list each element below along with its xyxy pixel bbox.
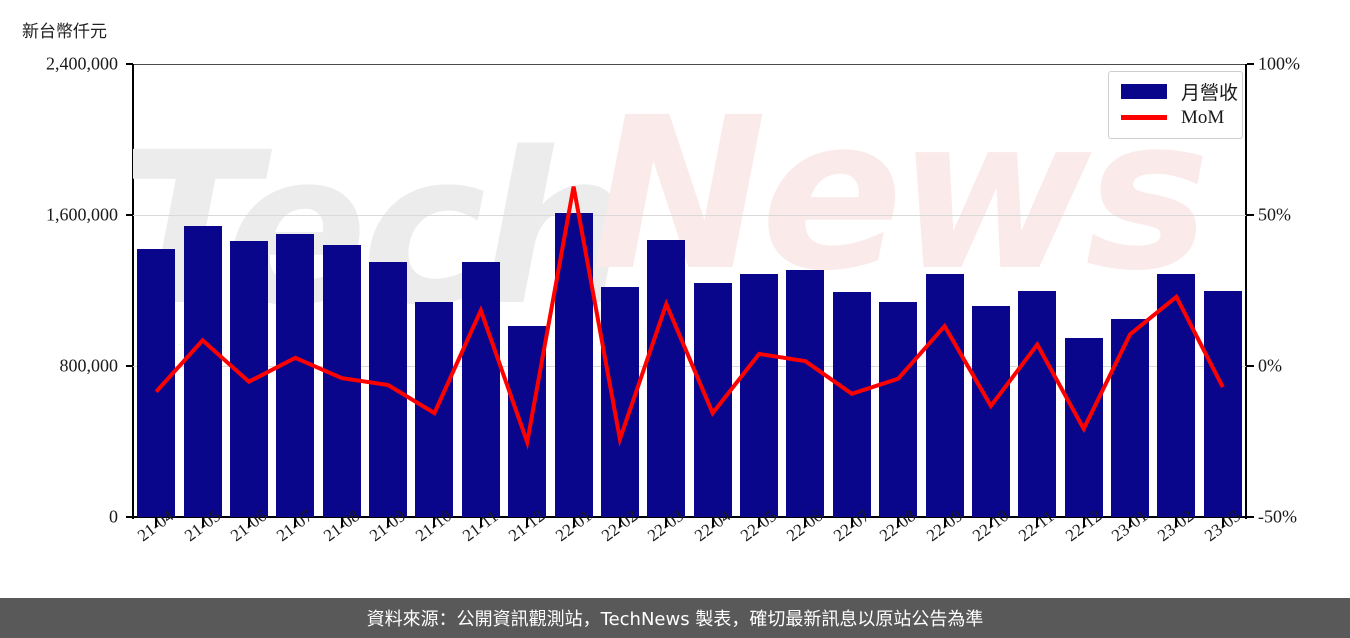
x-axis-tick xyxy=(572,518,575,527)
x-axis-tick xyxy=(1175,518,1178,527)
x-axis-tick xyxy=(989,518,992,527)
bar[interactable] xyxy=(1111,318,1150,517)
bar[interactable] xyxy=(832,292,871,517)
bar[interactable] xyxy=(1018,290,1057,517)
x-axis-tick xyxy=(294,518,297,527)
bar[interactable] xyxy=(1157,273,1196,517)
x-axis-tick xyxy=(1129,518,1132,527)
y-axis-left-tick xyxy=(126,365,133,367)
x-axis-tick xyxy=(804,518,807,527)
y-axis-left-tick xyxy=(126,63,133,65)
x-axis-tick xyxy=(155,518,158,527)
x-axis-tick xyxy=(618,518,621,527)
mom-line-series xyxy=(154,186,1225,450)
y-axis-right-tick xyxy=(1247,365,1254,367)
y-axis-right-tick xyxy=(1247,63,1254,65)
bar[interactable] xyxy=(647,239,686,517)
y-axis-left-tick xyxy=(126,516,133,518)
x-axis-tick xyxy=(479,518,482,527)
y-axis-right-line xyxy=(1245,64,1247,519)
bar[interactable] xyxy=(461,262,500,517)
y-axis-right-label: 50% xyxy=(1258,204,1291,225)
x-axis-tick xyxy=(387,518,390,527)
legend-mom-label: MoM xyxy=(1181,106,1225,128)
x-axis-tick xyxy=(247,518,250,527)
x-axis-tick xyxy=(526,518,529,527)
bar[interactable] xyxy=(369,262,408,517)
x-axis-tick xyxy=(1221,518,1224,527)
y-axis-right-tick xyxy=(1247,214,1254,216)
mom-polyline xyxy=(154,186,1225,450)
legend-line-swatch-icon xyxy=(1121,115,1167,120)
x-axis-tick xyxy=(1036,518,1039,527)
legend-item-revenue[interactable]: 月營收 xyxy=(1109,78,1242,105)
bar[interactable] xyxy=(786,269,825,517)
x-axis-tick xyxy=(943,518,946,527)
y-axis-left-label: 800,000 xyxy=(59,355,119,376)
y-axis-right-label: 0% xyxy=(1258,355,1282,376)
x-axis-tick xyxy=(201,518,204,527)
y-axis-right-label: -50% xyxy=(1258,506,1297,527)
x-axis-tick xyxy=(758,518,761,527)
y-axis-right-tick xyxy=(1247,516,1254,518)
bar[interactable] xyxy=(740,273,779,517)
bar[interactable] xyxy=(508,326,547,517)
legend-revenue-label: 月營收 xyxy=(1181,83,1239,104)
x-axis-line xyxy=(132,516,1247,518)
x-axis-tick xyxy=(433,518,436,527)
chart-legend: 月營收 MoM xyxy=(1108,71,1243,139)
y-axis-right-label: 100% xyxy=(1258,53,1300,74)
plot-top-rule xyxy=(133,64,1246,65)
series-layer xyxy=(133,64,1246,517)
source-footer-text: 資料來源：公開資訊觀測站，TechNews 製表，確切最新訊息以原站公告為準 xyxy=(366,609,984,630)
gridline xyxy=(133,366,1246,367)
x-axis-tick xyxy=(1082,518,1085,527)
legend-item-mom[interactable]: MoM xyxy=(1109,104,1242,131)
bar[interactable] xyxy=(879,301,918,517)
bar[interactable] xyxy=(1203,290,1242,517)
x-axis-tick xyxy=(850,518,853,527)
y-axis-left-label: 2,400,000 xyxy=(46,53,118,74)
y-axis-left-tick xyxy=(126,214,133,216)
x-axis-tick xyxy=(897,518,900,527)
x-axis-tick xyxy=(711,518,714,527)
gridline xyxy=(133,215,1246,216)
bar[interactable] xyxy=(925,273,964,517)
legend-bar-swatch-icon xyxy=(1121,84,1167,99)
source-footer: 資料來源：公開資訊觀測站，TechNews 製表，確切最新訊息以原站公告為準 xyxy=(0,598,1350,638)
x-axis-tick xyxy=(340,518,343,527)
bar[interactable] xyxy=(137,248,176,517)
y-axis-left-label: 0 xyxy=(109,506,118,527)
bar[interactable] xyxy=(276,233,315,517)
bar[interactable] xyxy=(183,226,222,517)
y-axis-left-label: 1,600,000 xyxy=(46,204,118,225)
x-axis-tick xyxy=(665,518,668,527)
y-axis-unit-caption: 新台幣仟元 xyxy=(22,22,107,41)
bar[interactable] xyxy=(971,305,1010,517)
y-axis-left-line xyxy=(132,64,134,519)
